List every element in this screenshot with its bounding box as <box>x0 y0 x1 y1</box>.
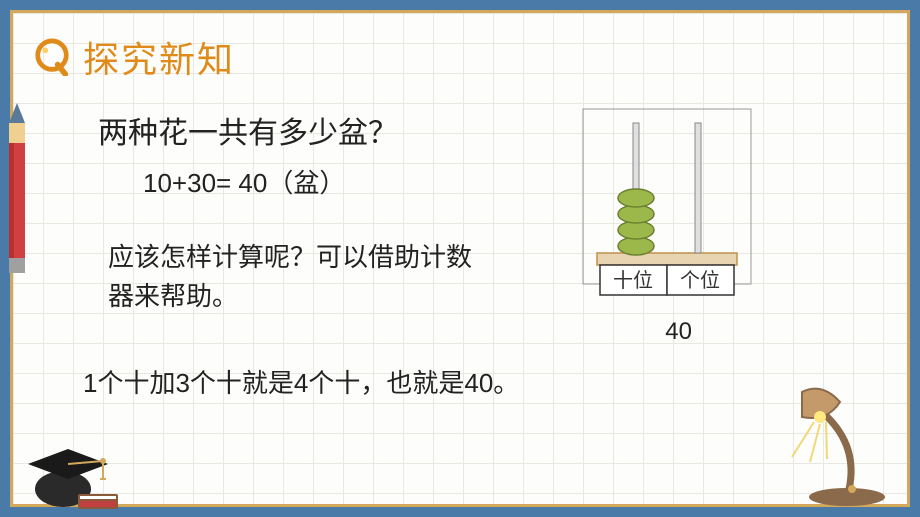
grad-cap-decoration <box>18 419 118 509</box>
equation-text: 10+30= 40（盆） <box>143 163 345 200</box>
ones-label: 个位 <box>680 269 720 292</box>
abacus-diagram: 十位 个位 <box>582 108 752 308</box>
q-icon <box>33 38 71 76</box>
abacus-result: 40 <box>665 318 692 346</box>
tens-label: 十位 <box>613 269 653 292</box>
lamp-decoration <box>772 367 892 507</box>
section-title: 探究新知 <box>83 31 235 83</box>
slide-frame: 探究新知 两种花一共有多少盆？ 10+30= 40（盆） 应该怎样计算呢？可以借… <box>0 0 920 517</box>
conclusion-text: 1个十加3个十就是4个十，也就是40。 <box>83 363 519 400</box>
question-text: 两种花一共有多少盆？ <box>98 108 398 152</box>
header: 探究新知 <box>33 31 235 83</box>
pencil-decoration <box>5 103 29 273</box>
slide-inner: 探究新知 两种花一共有多少盆？ 10+30= 40（盆） 应该怎样计算呢？可以借… <box>10 10 910 507</box>
hint-text: 应该怎样计算呢？可以借助计数器来帮助。 <box>108 238 488 316</box>
